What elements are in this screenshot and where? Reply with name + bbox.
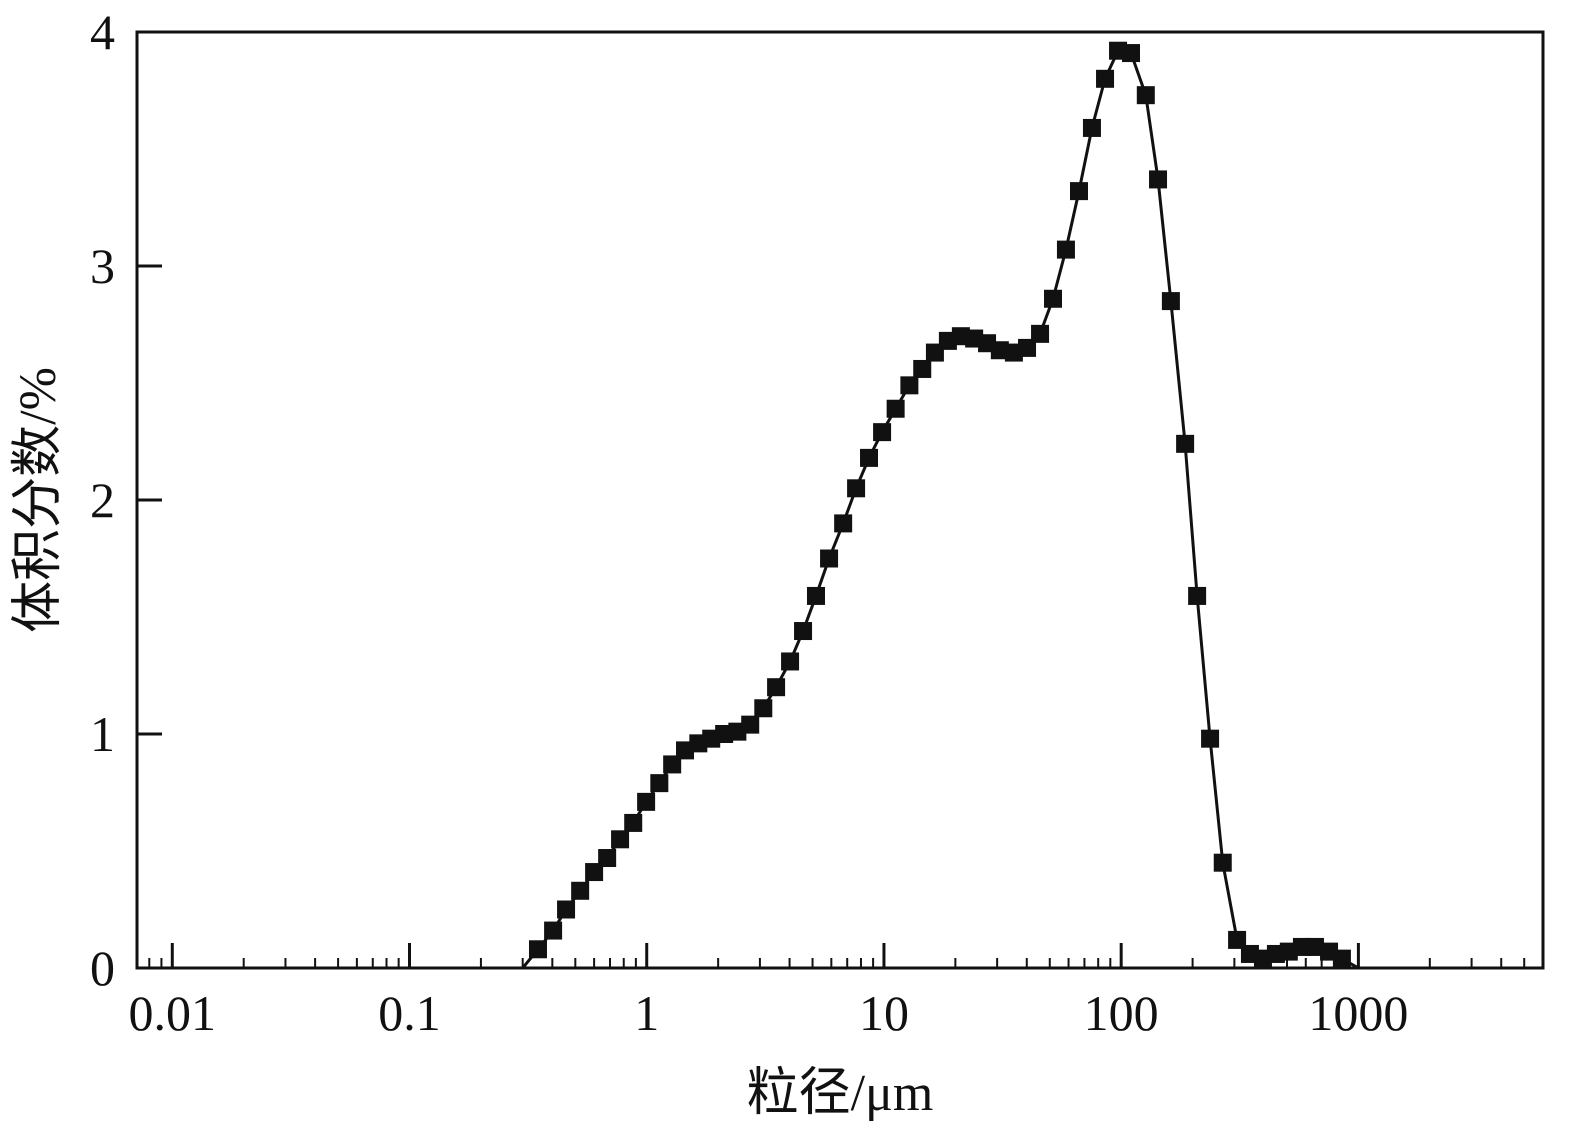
- data-point: [571, 881, 590, 900]
- data-point: [624, 813, 643, 832]
- data-point: [820, 549, 839, 568]
- series-line: [172, 49, 1488, 970]
- data-point: [1188, 586, 1207, 605]
- y-tick-label: 3: [90, 238, 115, 294]
- y-axis-title: 体积分数/%: [10, 367, 67, 633]
- x-tick-label: 1: [634, 985, 659, 1041]
- data-point: [1201, 729, 1220, 748]
- x-tick-label: 100: [1084, 985, 1159, 1041]
- data-point: [1176, 434, 1195, 453]
- data-point: [1018, 338, 1037, 357]
- data-point: [585, 863, 604, 882]
- data-point: [860, 448, 879, 467]
- data-point: [1149, 170, 1168, 189]
- x-tick-label: 10: [859, 985, 909, 1041]
- y-tick-label: 4: [90, 4, 115, 60]
- data-point: [873, 423, 892, 442]
- data-point: [847, 479, 866, 498]
- x-tick-label: 0.01: [129, 985, 217, 1041]
- y-tick-label: 0: [90, 940, 115, 996]
- data-point: [1044, 289, 1063, 308]
- data-point: [794, 622, 813, 641]
- data-point: [663, 755, 682, 774]
- data-point: [1136, 86, 1155, 105]
- data-point: [637, 792, 656, 811]
- data-point: [1069, 182, 1088, 201]
- data-point: [990, 341, 1009, 360]
- x-tick-label: 0.1: [378, 985, 441, 1041]
- data-point: [741, 715, 760, 734]
- data-point: [598, 849, 617, 868]
- plot-frame: [135, 30, 1545, 970]
- data-point: [1305, 937, 1324, 956]
- data-point: [544, 921, 563, 940]
- data-point: [1031, 324, 1050, 343]
- data-point: [1228, 930, 1247, 949]
- data-point: [611, 830, 630, 849]
- data-point: [528, 940, 547, 959]
- data-point: [1161, 292, 1180, 311]
- data-point: [806, 586, 825, 605]
- data-point: [767, 678, 786, 697]
- data-point: [1121, 44, 1140, 63]
- data-point: [913, 359, 932, 378]
- data-point: [1082, 118, 1101, 137]
- data-point: [900, 376, 919, 395]
- y-tick-label: 1: [90, 706, 115, 762]
- data-point: [886, 399, 905, 418]
- data-point: [557, 900, 576, 919]
- data-point: [1096, 69, 1115, 88]
- data-point: [834, 514, 853, 533]
- y-tick-label: 2: [90, 472, 115, 528]
- x-axis-title: 粒径/μm: [747, 1065, 934, 1122]
- x-tick-label: 1000: [1308, 985, 1408, 1041]
- data-point: [1213, 853, 1232, 872]
- data-point: [781, 652, 800, 671]
- data-point: [650, 774, 669, 793]
- data-point: [1056, 240, 1075, 259]
- data-point: [1332, 949, 1351, 968]
- data-point: [754, 699, 773, 718]
